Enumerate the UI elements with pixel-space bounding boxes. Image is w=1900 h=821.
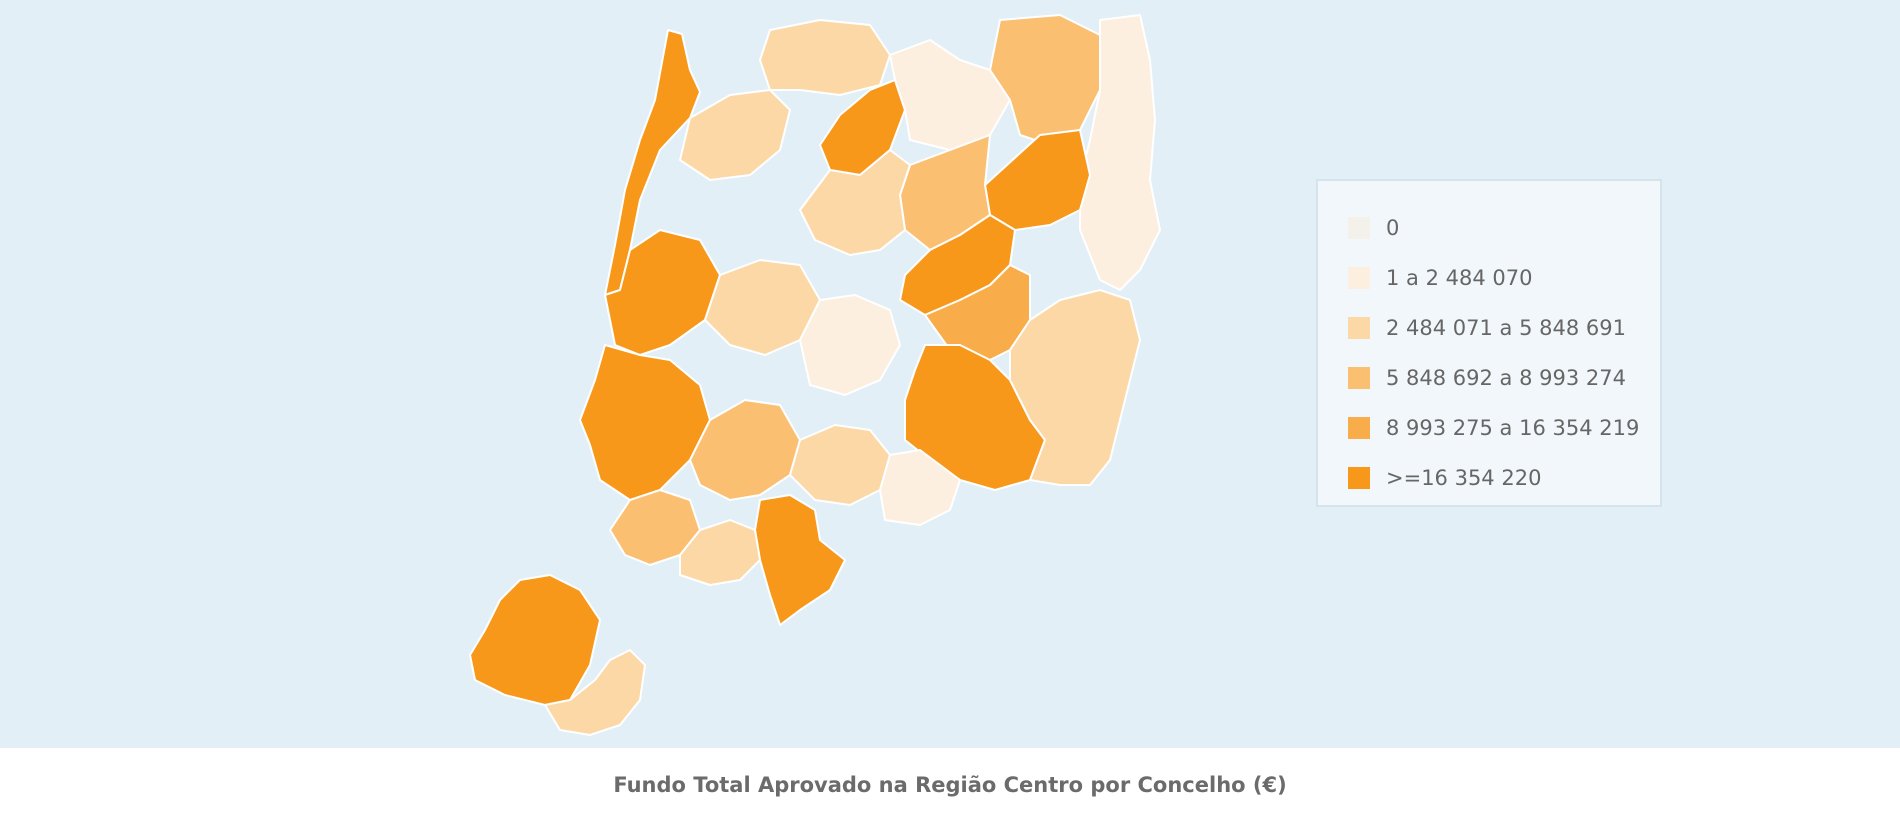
concelho-north-2[interactable]: [759, 19, 891, 96]
map-title: Fundo Total Aprovado na Região Centro po…: [613, 772, 1287, 797]
legend-swatch: [1348, 217, 1370, 239]
concelho-east-large[interactable]: [984, 129, 1091, 231]
legend-label: 8 993 275 a 16 354 219: [1386, 416, 1640, 440]
concelho-coast-west[interactable]: [604, 229, 721, 356]
legend-swatch: [1348, 267, 1370, 289]
concelho-central-2[interactable]: [799, 149, 911, 256]
concelhos-layer: [469, 14, 1161, 736]
concelho-torres-vedras[interactable]: [469, 574, 601, 706]
legend-item-5[interactable]: >=16 354 220: [1318, 453, 1660, 503]
concelho-north-1[interactable]: [679, 89, 791, 181]
legend-swatch: [1348, 367, 1370, 389]
legend-swatch: [1348, 417, 1370, 439]
legend-item-2[interactable]: 2 484 071 a 5 848 691: [1318, 303, 1660, 353]
concelho-south-east-pair[interactable]: [879, 449, 961, 526]
concelho-tomar-south[interactable]: [754, 494, 846, 626]
legend-label: 1 a 2 484 070: [1386, 266, 1533, 290]
legend-label: 0: [1386, 216, 1400, 240]
region-centro-map[interactable]: [0, 0, 1900, 748]
concelho-south-central-1[interactable]: [689, 399, 801, 501]
legend-item-4[interactable]: 8 993 275 a 16 354 219: [1318, 403, 1660, 453]
legend-item-3[interactable]: 5 848 692 a 8 993 274: [1318, 353, 1660, 403]
legend-label: 5 848 692 a 8 993 274: [1386, 366, 1626, 390]
legend-label: >=16 354 220: [1386, 466, 1542, 490]
concelho-south-tip[interactable]: [544, 649, 646, 736]
legend-label: 2 484 071 a 5 848 691: [1386, 316, 1626, 340]
concelho-south-central-2[interactable]: [789, 424, 891, 506]
legend-item-1[interactable]: 1 a 2 484 070: [1318, 253, 1660, 303]
legend-swatch: [1348, 317, 1370, 339]
concelho-oeste-2[interactable]: [679, 519, 761, 586]
concelho-idanha[interactable]: [1009, 289, 1141, 486]
legend-swatch: [1348, 467, 1370, 489]
legend: 0 1 a 2 484 070 2 484 071 a 5 848 691 5 …: [1316, 179, 1662, 507]
concelho-east-edge[interactable]: [1079, 14, 1161, 291]
legend-item-0[interactable]: 0: [1318, 203, 1660, 253]
concelho-leiria-coast[interactable]: [579, 344, 711, 501]
concelho-central-3[interactable]: [924, 264, 1031, 366]
concelho-interior-2[interactable]: [799, 294, 901, 396]
